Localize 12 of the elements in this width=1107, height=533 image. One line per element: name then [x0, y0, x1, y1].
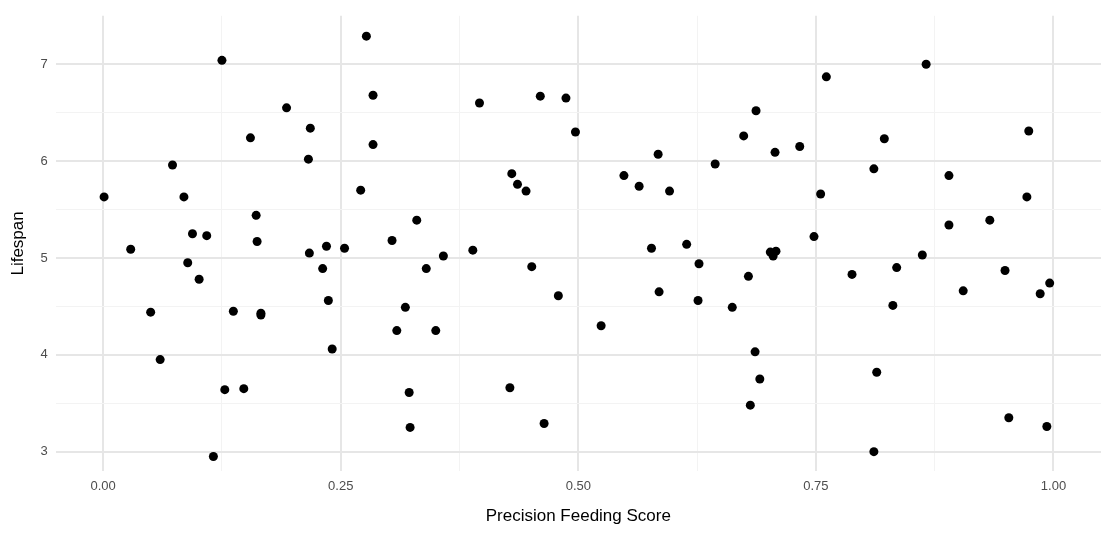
y-tick-label: 7: [40, 55, 48, 71]
x-tick-label: 0.00: [90, 478, 116, 494]
y-tick-label: 6: [40, 152, 48, 168]
y-tick-label: 3: [40, 443, 48, 459]
x-tick-label: 1.00: [1040, 478, 1067, 494]
x-tick-label: 0.50: [565, 478, 591, 494]
y-axis-title: Lifespan: [7, 211, 27, 276]
x-axis-title: Precision Feeding Score: [485, 506, 671, 526]
x-tick-label: 0.75: [803, 478, 829, 494]
y-tick-label: 4: [40, 346, 48, 362]
x-tick-label: 0.25: [328, 478, 354, 494]
y-tick-label: 5: [40, 249, 48, 265]
